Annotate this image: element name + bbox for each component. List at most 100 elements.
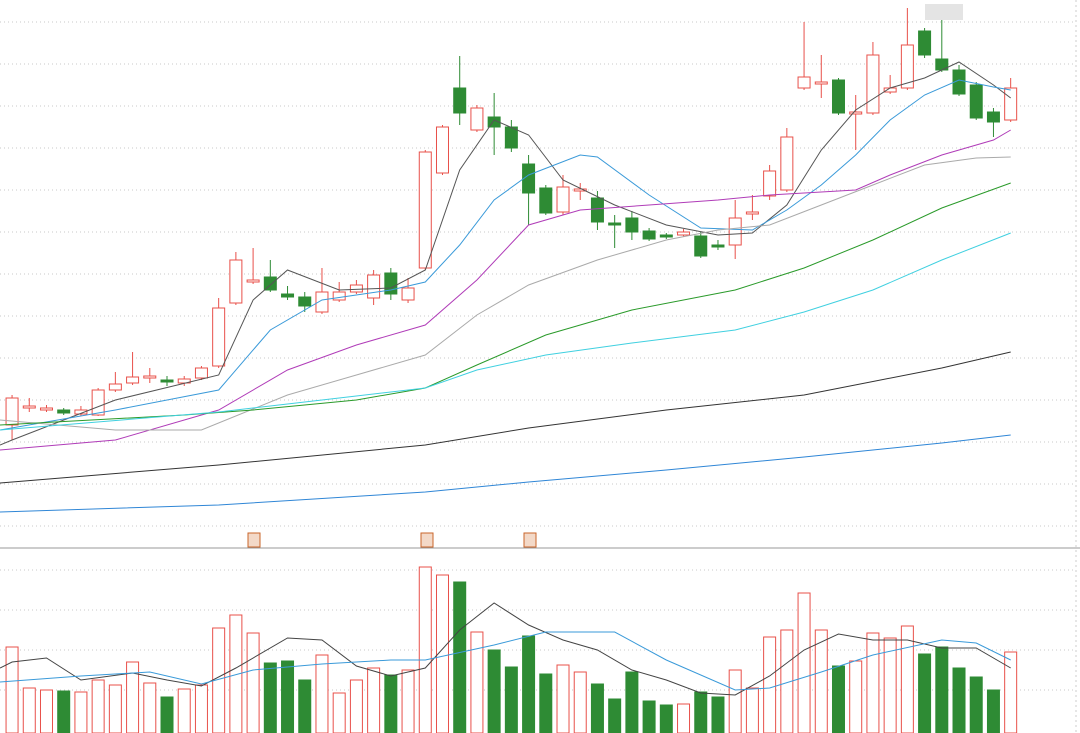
volume-bar xyxy=(780,629,794,733)
candle-body xyxy=(401,287,415,301)
volume-bar xyxy=(573,671,587,733)
moving-average-line xyxy=(0,434,1011,513)
candle-body xyxy=(143,375,157,379)
volume-bar xyxy=(315,654,329,733)
candle-body xyxy=(57,409,71,414)
volume-bar xyxy=(677,703,691,733)
candle-body xyxy=(986,111,1000,123)
candle-body xyxy=(91,389,105,416)
candle-body xyxy=(504,126,518,149)
candle-body xyxy=(573,188,587,192)
candle-body xyxy=(22,405,36,409)
candle-body xyxy=(74,409,88,415)
volume-bar xyxy=(866,632,880,733)
candle-body xyxy=(797,76,811,89)
candle-body xyxy=(918,30,932,56)
volume-bar xyxy=(608,698,622,733)
volume-bar xyxy=(418,566,432,733)
volume-bar xyxy=(160,696,174,733)
moving-average-line xyxy=(0,61,1012,446)
volume-bar xyxy=(108,684,122,733)
volume-bar xyxy=(384,674,398,733)
volume-bar xyxy=(900,625,914,733)
candle-body xyxy=(677,231,691,236)
candle-body xyxy=(849,111,863,115)
candle-body xyxy=(126,376,140,384)
moving-average-line xyxy=(0,602,1011,696)
candle-body xyxy=(694,235,708,257)
candle-body xyxy=(194,367,208,379)
volume-bar xyxy=(367,667,381,733)
volume-bar xyxy=(763,636,777,733)
volume-bar xyxy=(1004,651,1018,733)
candle-body xyxy=(1004,87,1018,121)
event-marker xyxy=(247,532,261,548)
volume-bar xyxy=(590,683,604,733)
candle-body xyxy=(281,293,295,298)
volume-bar xyxy=(642,700,656,733)
candle-body xyxy=(711,244,725,248)
candle-body xyxy=(315,291,329,313)
candle-body xyxy=(39,407,53,411)
volume-bar xyxy=(177,688,191,733)
candle-body xyxy=(418,151,432,269)
volume-bar xyxy=(711,696,725,733)
volume-bar xyxy=(22,687,36,733)
moving-average-line xyxy=(0,631,1011,691)
moving-average-line xyxy=(0,79,1011,431)
volume-bar xyxy=(349,679,363,733)
volume-bar xyxy=(246,632,260,733)
candle-body xyxy=(883,87,897,93)
volume-bar xyxy=(229,614,243,733)
volume-bar xyxy=(969,676,983,733)
moving-average-line xyxy=(0,351,1011,484)
candle-body xyxy=(298,296,312,307)
volume-bar xyxy=(39,689,53,733)
moving-average-line xyxy=(0,156,1011,431)
volume-bar xyxy=(5,646,19,733)
candle-body xyxy=(5,397,19,426)
candle-body xyxy=(108,383,122,391)
candle-body xyxy=(590,197,604,223)
candle-body xyxy=(384,272,398,295)
volume-bar xyxy=(659,704,673,733)
volume-bar xyxy=(522,635,536,733)
volume-bar xyxy=(263,662,277,733)
candle-body xyxy=(763,170,777,197)
candle-body xyxy=(470,107,484,131)
volume-bar xyxy=(831,665,845,733)
volume-bar xyxy=(625,671,639,733)
volume-bar xyxy=(126,661,140,733)
candle-body xyxy=(246,279,260,283)
volume-bar xyxy=(401,669,415,733)
volume-bar xyxy=(194,684,208,733)
candle-body xyxy=(728,217,742,246)
volume-bar xyxy=(281,660,295,733)
volume-bar xyxy=(935,646,949,733)
candle-body xyxy=(642,230,656,240)
candle-body xyxy=(745,211,759,215)
candle-body xyxy=(263,276,277,291)
candle-body xyxy=(435,126,449,174)
candle-body xyxy=(969,84,983,119)
volume-bar xyxy=(728,669,742,733)
event-marker xyxy=(420,532,434,548)
candle-body xyxy=(487,116,501,128)
blurred-label xyxy=(925,4,963,20)
candle-body xyxy=(332,291,346,301)
volume-bar xyxy=(849,660,863,733)
volume-bar xyxy=(504,666,518,733)
volume-bar xyxy=(470,631,484,733)
moving-average-line xyxy=(0,129,1011,451)
candle-body xyxy=(608,222,622,226)
candle-body xyxy=(866,54,880,114)
volume-bar xyxy=(539,673,553,733)
volume-bar xyxy=(556,664,570,733)
volume-bar xyxy=(74,691,88,733)
volume-bar xyxy=(298,679,312,733)
candle-body xyxy=(160,379,174,383)
moving-average-line xyxy=(0,232,1011,431)
volume-bar xyxy=(986,689,1000,733)
candle-body xyxy=(659,234,673,238)
